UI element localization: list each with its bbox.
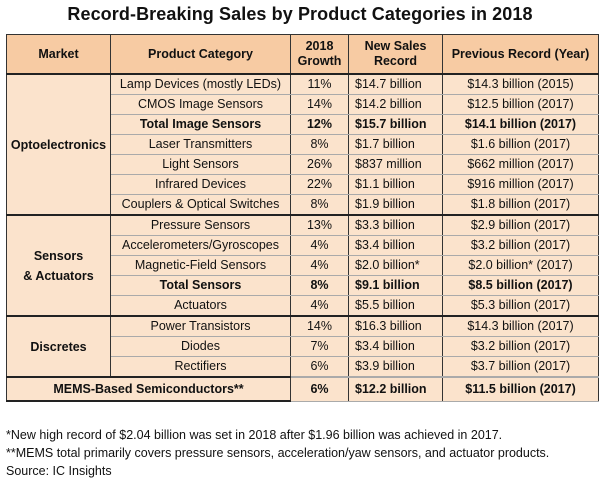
summary-label-cell: MEMS-Based Semiconductors** — [6, 376, 291, 402]
previous-record-cell: $8.5 billion (2017) — [442, 275, 599, 296]
growth-cell: 8% — [290, 134, 349, 155]
record-cell: $14.2 billion — [348, 94, 443, 115]
previous-record-cell: $1.6 billion (2017) — [442, 134, 599, 155]
table-row: Actuators 4% $5.5 billion $5.3 billion (201… — [7, 295, 599, 317]
table-row: Light Sensors 26% $837 million $662 million… — [7, 154, 599, 175]
market-cell: Sensors & Actuators — [6, 214, 111, 317]
category-cell: Couplers & Optical Switches — [110, 194, 291, 216]
growth-cell: 8% — [290, 194, 349, 216]
market-label-line: Sensors — [33, 248, 84, 263]
record-cell: $1.1 billion — [348, 174, 443, 195]
growth-cell: 14% — [290, 94, 349, 115]
category-cell: CMOS Image Sensors — [110, 94, 291, 115]
record-cell: $15.7 billion — [348, 114, 443, 135]
record-cell: $9.1 billion — [348, 275, 443, 296]
record-cell: $1.9 billion — [348, 194, 443, 216]
table-row: Discretes Power Transistors 14% $16.3 billi… — [6, 315, 599, 378]
table-body: Optoelectronics Lamp Devices (mostly LEDs… — [6, 73, 599, 402]
category-cell: Actuators — [110, 295, 291, 317]
table-row: Sensors & Actuators Pressure Sensors 13% $3.… — [6, 214, 599, 317]
category-cell: Lamp Devices (mostly LEDs) — [110, 73, 291, 95]
sales-records-table: Market Product Category 2018 Growth New … — [6, 34, 599, 402]
category-cell: Power Transistors — [110, 315, 291, 337]
column-header: Product Category — [110, 34, 291, 75]
previous-record-cell: $2.0 billion* (2017) — [442, 255, 599, 276]
market-label-line: & Actuators — [23, 268, 94, 283]
previous-record-cell: $12.5 billion (2017) — [442, 94, 599, 115]
growth-cell: 7% — [290, 336, 349, 357]
previous-record-cell: $3.2 billion (2017) — [442, 336, 599, 357]
category-cell: Total Sensors — [110, 275, 291, 296]
record-cell: $3.9 billion — [348, 356, 443, 378]
column-header: Previous Record (Year) — [442, 34, 599, 75]
chart-title: Record-Breaking Sales by Product Categor… — [67, 4, 533, 24]
record-cell: $12.2 billion — [348, 376, 443, 402]
record-cell: $2.0 billion* — [348, 255, 443, 276]
table-row: CMOS Image Sensors 14% $14.2 billion $12.5 … — [7, 94, 599, 115]
growth-cell: 11% — [290, 73, 349, 95]
record-cell: $3.4 billion — [348, 235, 443, 256]
table-row: Accelerometers/Gyroscopes 4% $3.4 billion $… — [7, 235, 599, 256]
previous-record-cell: $14.1 billion (2017) — [442, 114, 599, 135]
growth-cell: 4% — [290, 255, 349, 276]
previous-record-cell: $14.3 billion (2017) — [442, 315, 599, 337]
growth-cell: 8% — [290, 275, 349, 296]
growth-cell: 14% — [290, 315, 349, 337]
table-row: Infrared Devices 22% $1.1 billion $916 mill… — [7, 174, 599, 195]
previous-record-cell: $5.3 billion (2017) — [442, 295, 599, 317]
category-cell: Magnetic-Field Sensors — [110, 255, 291, 276]
category-cell: Infrared Devices — [110, 174, 291, 195]
category-cell: Diodes — [110, 336, 291, 357]
column-header: Market — [6, 34, 111, 75]
previous-record-cell: $3.2 billion (2017) — [442, 235, 599, 256]
column-header: New Sales Record — [348, 34, 443, 75]
growth-cell: 13% — [290, 214, 349, 236]
growth-cell: 4% — [290, 235, 349, 256]
market-cell: Optoelectronics — [6, 73, 111, 216]
record-cell: $16.3 billion — [348, 315, 443, 337]
previous-record-cell: $662 million (2017) — [442, 154, 599, 175]
table-row: Diodes 7% $3.4 billion $3.2 billion (2017) — [7, 336, 599, 357]
growth-cell: 12% — [290, 114, 349, 135]
category-cell: Pressure Sensors — [110, 214, 291, 236]
footnote: *New high record of $2.04 billion was se… — [6, 428, 503, 442]
category-cell: Total Image Sensors — [110, 114, 291, 135]
record-cell: $3.4 billion — [348, 336, 443, 357]
record-cell: $1.7 billion — [348, 134, 443, 155]
record-cell: $14.7 billion — [348, 73, 443, 95]
previous-record-cell: $2.9 billion (2017) — [442, 214, 599, 236]
summary-row: MEMS-Based Semiconductors** 6% $12.2 billi… — [6, 376, 599, 402]
growth-cell: 6% — [290, 376, 349, 402]
category-cell: Accelerometers/Gyroscopes — [110, 235, 291, 256]
previous-record-cell: $916 million (2017) — [442, 174, 599, 195]
growth-cell: 22% — [290, 174, 349, 195]
previous-record-cell: $3.7 billion (2017) — [442, 356, 599, 378]
record-cell: $837 million — [348, 154, 443, 175]
previous-record-cell: $11.5 billion (2017) — [442, 376, 599, 402]
footnotes: *New high record of $2.04 billion was se… — [6, 426, 600, 480]
table-row: Optoelectronics Lamp Devices (mostly LEDs… — [6, 73, 599, 216]
growth-cell: 6% — [290, 356, 349, 378]
category-cell: Light Sensors — [110, 154, 291, 175]
category-cell: Rectifiers — [110, 356, 291, 378]
previous-record-cell: $1.8 billion (2017) — [442, 194, 599, 216]
growth-cell: 4% — [290, 295, 349, 317]
table-row: Total Sensors 8% $9.1 billion $8.5 billion … — [7, 275, 599, 296]
growth-cell: 26% — [290, 154, 349, 175]
source-note: Source: IC Insights — [6, 464, 112, 478]
table-header-row: Market Product Category 2018 Growth New … — [6, 34, 599, 75]
footnote: **MEMS total primarily covers pressure s… — [6, 446, 550, 460]
table-row: Couplers & Optical Switches 8% $1.9 billio… — [7, 194, 599, 216]
category-cell: Laser Transmitters — [110, 134, 291, 155]
table-row: Rectifiers 6% $3.9 billion $3.7 billion (20… — [7, 356, 599, 378]
table-row: Laser Transmitters 8% $1.7 billion $1.6 bil… — [7, 134, 599, 155]
previous-record-cell: $14.3 billion (2015) — [442, 73, 599, 95]
record-cell: $3.3 billion — [348, 214, 443, 236]
column-header: 2018 Growth — [290, 34, 349, 75]
record-cell: $5.5 billion — [348, 295, 443, 317]
market-cell: Discretes — [6, 315, 111, 378]
